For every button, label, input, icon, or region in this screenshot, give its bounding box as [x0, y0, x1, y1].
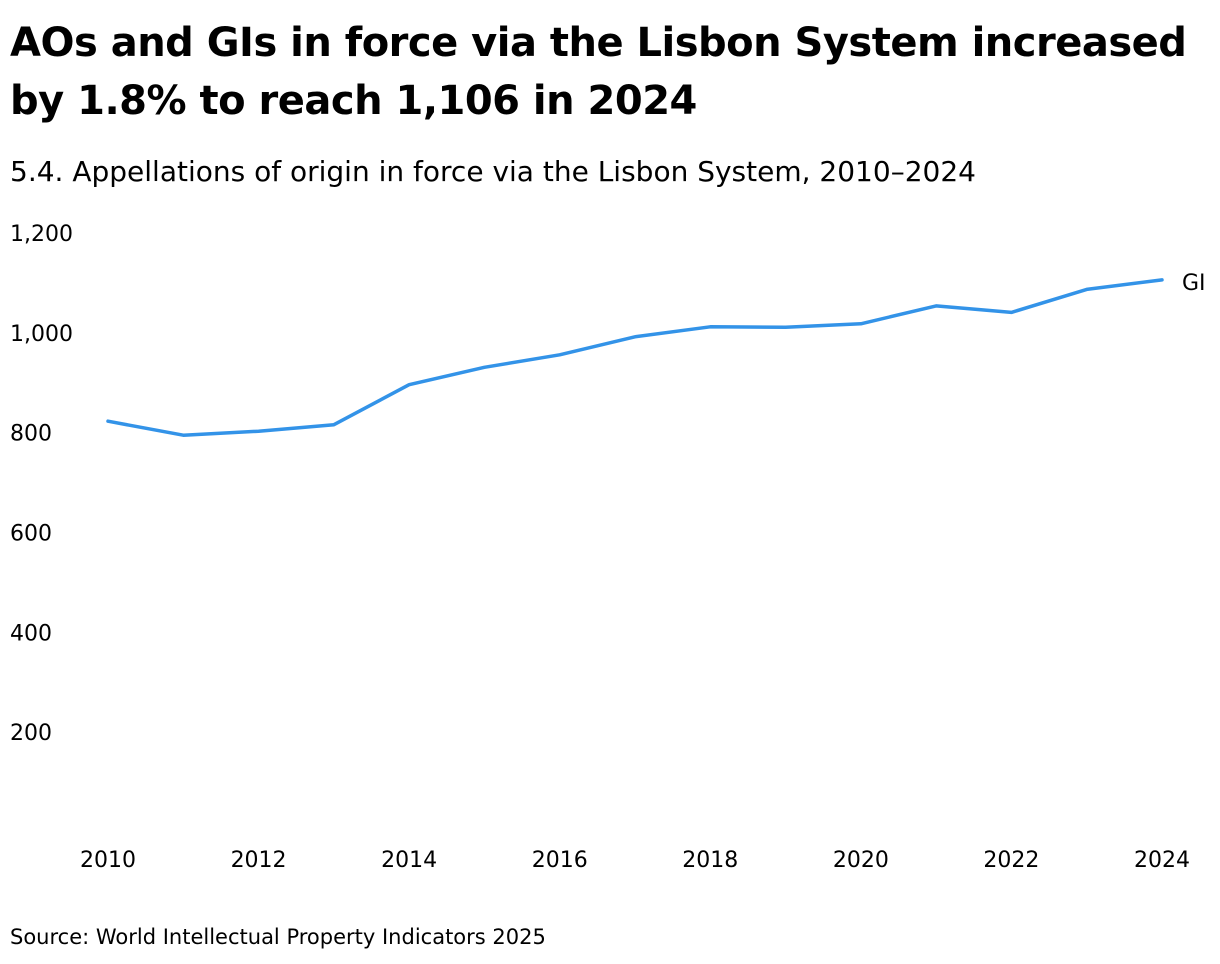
chart-title: AOs and GIs in force via the Lisbon Syst…	[10, 20, 1187, 124]
y-tick-label: 800	[10, 422, 52, 447]
y-tick-label: 200	[10, 721, 52, 746]
x-tick-label: 2024	[1134, 848, 1190, 873]
chart-subtitle: 5.4. Appellations of origin in force via…	[10, 155, 976, 188]
x-tick-label: 2012	[231, 848, 287, 873]
series-labels: GI	[1182, 271, 1206, 296]
source-note: Source: World Intellectual Property Indi…	[10, 925, 546, 949]
y-axis-ticks: 200 400 600 800 1,000 1,200	[10, 222, 73, 746]
x-tick-label: 2022	[983, 848, 1039, 873]
x-tick-label: 2016	[532, 848, 588, 873]
y-tick-label: 400	[10, 621, 52, 646]
x-axis-ticks: 2010 2012 2014 2016 2018 2020 2022 2024	[80, 848, 1190, 873]
x-tick-label: 2010	[80, 848, 136, 873]
x-tick-label: 2014	[381, 848, 437, 873]
series-line-gi	[106, 278, 1164, 437]
y-tick-label: 1,200	[10, 222, 73, 247]
series-label: GI	[1182, 271, 1206, 296]
series-lines	[106, 278, 1164, 437]
x-tick-label: 2020	[833, 848, 889, 873]
x-tick-label: 2018	[682, 848, 738, 873]
y-tick-label: 600	[10, 522, 52, 547]
y-tick-label: 1,000	[10, 322, 73, 347]
